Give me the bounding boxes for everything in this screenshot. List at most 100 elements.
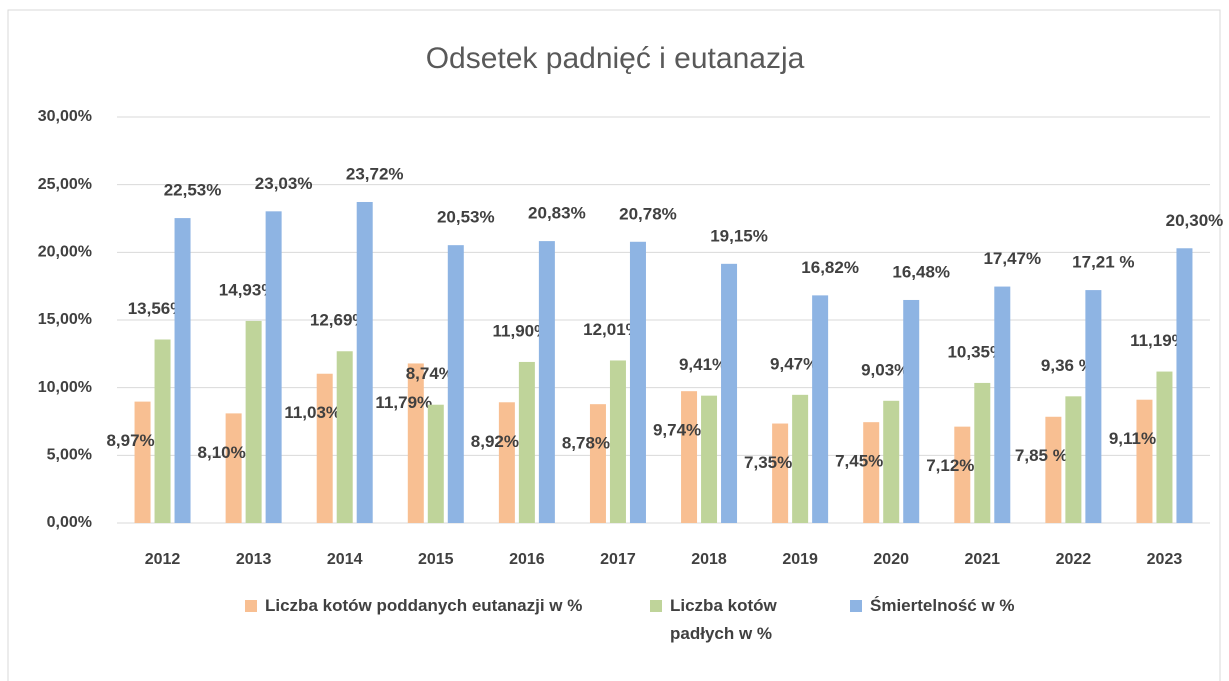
x-tick-label: 2023 xyxy=(1147,551,1183,568)
bar xyxy=(174,218,191,523)
x-tick-label: 2014 xyxy=(327,551,363,568)
bar xyxy=(1176,248,1193,524)
bar xyxy=(427,404,444,523)
data-label: 8,78% xyxy=(562,434,610,453)
bar xyxy=(356,201,373,524)
legend-label: Liczba kotów padłych w % xyxy=(670,596,777,643)
x-tick-label: 2022 xyxy=(1056,551,1092,568)
data-label: 10,35% xyxy=(947,342,1005,361)
data-label: 9,03% xyxy=(861,360,909,379)
data-label: 16,82% xyxy=(801,258,859,277)
bar xyxy=(974,382,991,523)
data-label: 11,19% xyxy=(1130,331,1187,350)
y-tick-label: 5,00% xyxy=(47,447,92,464)
bar xyxy=(721,263,738,523)
data-label: 20,78% xyxy=(619,204,677,223)
bar xyxy=(629,241,646,523)
bar xyxy=(447,245,464,524)
data-label: 22,53% xyxy=(164,181,222,200)
bar xyxy=(225,413,242,523)
data-label: 17,47% xyxy=(983,249,1041,268)
bar xyxy=(772,423,789,523)
data-label: 20,53% xyxy=(437,208,495,227)
y-tick-label: 0,00% xyxy=(47,514,92,531)
bar xyxy=(498,402,515,523)
legend-label: Liczba kotów poddanych eutanazji w % xyxy=(265,596,583,615)
data-label: 9,74% xyxy=(653,421,701,440)
data-label: 9,11% xyxy=(1109,429,1156,448)
data-label: 9,47% xyxy=(770,354,818,373)
bar xyxy=(1045,416,1062,523)
chart-border xyxy=(7,9,1221,681)
bar xyxy=(407,363,424,523)
data-label: 23,03% xyxy=(255,174,313,193)
data-label: 17,21 % xyxy=(1072,253,1134,272)
bar xyxy=(589,404,606,523)
data-label: 11,03% xyxy=(284,403,341,422)
bar xyxy=(154,339,171,523)
bar xyxy=(792,394,809,523)
bar xyxy=(701,395,718,523)
x-tick-label: 2013 xyxy=(236,551,272,568)
x-tick-label: 2016 xyxy=(509,551,545,568)
data-label: 20,30% xyxy=(1166,211,1224,230)
x-tick-label: 2015 xyxy=(418,551,454,568)
data-label: 8,92% xyxy=(471,432,519,451)
bar xyxy=(134,401,151,523)
data-label: 7,35% xyxy=(744,453,792,472)
legend-swatch xyxy=(850,600,862,612)
bar xyxy=(1156,371,1173,523)
legend-label: Śmiertelność w % xyxy=(870,596,1015,615)
x-tick-label: 2021 xyxy=(964,551,1000,568)
bar xyxy=(863,422,880,523)
bar xyxy=(883,400,900,523)
data-label: 8,74% xyxy=(406,364,454,383)
data-label: 13,56% xyxy=(128,299,186,318)
legend-swatch xyxy=(650,600,662,612)
data-label: 8,97% xyxy=(106,431,154,450)
bar xyxy=(245,320,262,523)
data-label: 12,69% xyxy=(310,311,368,330)
data-label: 16,48% xyxy=(892,262,950,281)
y-tick-label: 10,00% xyxy=(38,379,92,396)
y-tick-label: 30,00% xyxy=(38,108,92,125)
chart-title: Odsetek padnięć i eutanazja xyxy=(426,42,805,75)
data-label: 7,45% xyxy=(835,452,883,471)
bar xyxy=(336,351,353,523)
x-tick-label: 2012 xyxy=(145,551,181,568)
bar xyxy=(518,361,535,523)
y-tick-label: 25,00% xyxy=(38,176,92,193)
data-label: 11,90% xyxy=(493,321,550,340)
x-tick-label: 2017 xyxy=(600,551,636,568)
y-tick-label: 15,00% xyxy=(38,311,92,328)
data-label: 19,15% xyxy=(710,226,768,245)
data-label: 8,10% xyxy=(198,443,246,462)
x-tick-label: 2018 xyxy=(691,551,727,568)
bar xyxy=(1136,399,1153,523)
data-label: 12,01% xyxy=(583,320,641,339)
legend-item: Śmiertelność w % xyxy=(850,592,1020,620)
data-label: 11,79% xyxy=(375,393,432,412)
bar xyxy=(903,299,920,523)
bar xyxy=(681,391,698,523)
data-label: 20,83% xyxy=(528,204,586,223)
bar xyxy=(1085,290,1102,523)
bar xyxy=(812,295,829,523)
data-label: 14,93% xyxy=(219,280,277,299)
x-tick-label: 2020 xyxy=(873,551,909,568)
legend-item: Liczba kotów padłych w % xyxy=(650,592,820,648)
bar xyxy=(1065,396,1082,523)
bar xyxy=(265,211,282,523)
data-label: 23,72% xyxy=(346,164,404,183)
bar xyxy=(994,286,1011,523)
legend-swatch xyxy=(245,600,257,612)
legend-item: Liczba kotów poddanych eutanazji w % xyxy=(245,592,625,620)
data-label: 9,36 % xyxy=(1041,356,1094,375)
data-label: 9,41% xyxy=(679,355,727,374)
bar xyxy=(538,241,555,524)
bar xyxy=(316,373,333,523)
bar xyxy=(609,360,626,523)
bar xyxy=(954,426,971,523)
